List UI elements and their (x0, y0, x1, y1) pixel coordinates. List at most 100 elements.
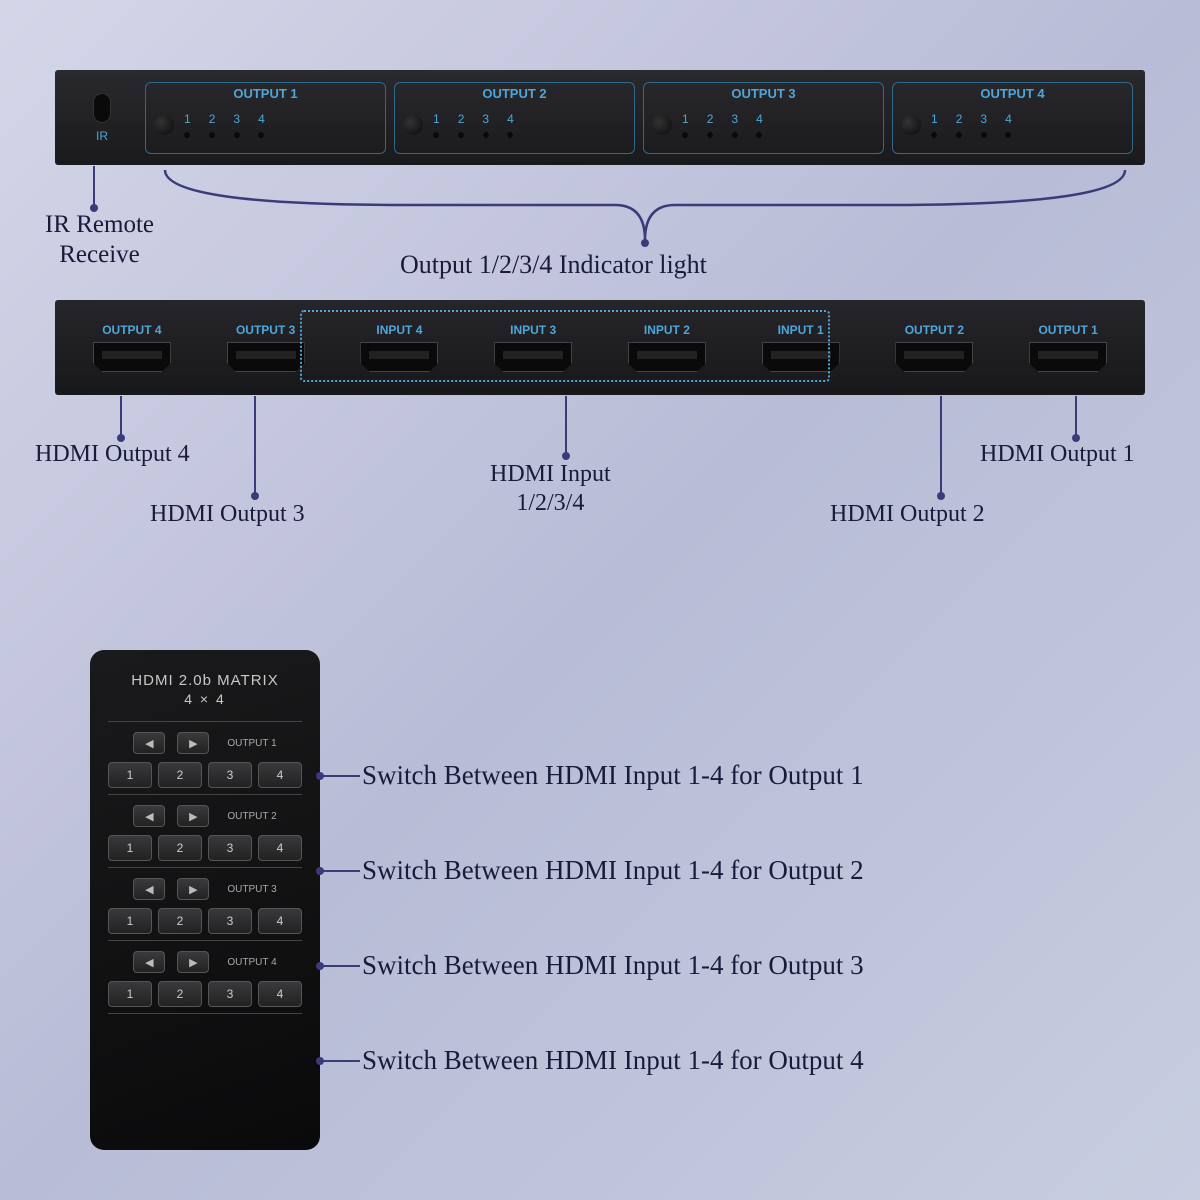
led-number: 2 (209, 112, 216, 126)
callout-line-icon (93, 166, 95, 208)
led-row: 1 2 3 4 (682, 112, 763, 138)
prev-button[interactable]: ◀ (133, 878, 165, 900)
prev-button[interactable]: ◀ (133, 805, 165, 827)
led-icon (209, 132, 215, 138)
divider-icon (108, 1013, 302, 1014)
callout-line-icon (254, 396, 256, 496)
input-3-button[interactable]: 3 (208, 981, 252, 1007)
output-group-4: OUTPUT 4 1 2 3 4 (892, 82, 1133, 154)
input-3-button[interactable]: 3 (208, 908, 252, 934)
next-button[interactable]: ▶ (177, 951, 209, 973)
callout-hdmi-output4: HDMI Output 4 (35, 440, 190, 469)
input-1-button[interactable]: 1 (108, 835, 152, 861)
callout-hdmi-input: HDMI Input 1/2/3/4 (490, 460, 611, 518)
callout-output-indicator: Output 1/2/3/4 Indicator light (400, 250, 707, 280)
led-icon (458, 132, 464, 138)
hdmi-port-input1: INPUT 1 (762, 323, 840, 372)
input-4-button[interactable]: 4 (258, 981, 302, 1007)
input-4-button[interactable]: 4 (258, 762, 302, 788)
led-number: 1 (184, 112, 191, 126)
hdmi-port-output1: OUTPUT 1 (1029, 323, 1107, 372)
callout-text: Switch Between HDMI Input 1-4 for Output… (362, 855, 864, 886)
remote-callout-4: Switch Between HDMI Input 1-4 for Output… (320, 1045, 864, 1076)
divider-icon (108, 721, 302, 722)
remote-callout-1: Switch Between HDMI Input 1-4 for Output… (320, 760, 864, 791)
hdmi-port-icon (360, 342, 438, 372)
led-number: 3 (980, 112, 987, 126)
hdmi-port-icon (494, 342, 572, 372)
prev-button[interactable]: ◀ (133, 732, 165, 754)
output-title: OUTPUT 3 (731, 86, 795, 101)
callout-hdmi-output3: HDMI Output 3 (150, 500, 305, 529)
front-panel: IR OUTPUT 1 1 2 3 4 OUTPUT 2 1 2 3 4 OUT… (55, 70, 1145, 165)
port-label: OUTPUT 4 (102, 323, 161, 337)
output-select-button[interactable] (901, 115, 921, 135)
hdmi-port-output4: OUTPUT 4 (93, 323, 171, 372)
remote-subtitle: 4 × 4 (108, 691, 302, 707)
led-icon (184, 132, 190, 138)
led-icon (682, 132, 688, 138)
input-1-button[interactable]: 1 (108, 981, 152, 1007)
prev-button[interactable]: ◀ (133, 951, 165, 973)
ir-sensor-icon (93, 93, 111, 123)
remote-control: HDMI 2.0b MATRIX 4 × 4 ◀ ▶ OUTPUT 1 1 2 … (90, 650, 320, 1150)
input-2-button[interactable]: 2 (158, 981, 202, 1007)
led-number: 2 (707, 112, 714, 126)
input-2-button[interactable]: 2 (158, 908, 202, 934)
hdmi-port-output2: OUTPUT 2 (895, 323, 973, 372)
input-3-button[interactable]: 3 (208, 835, 252, 861)
divider-icon (108, 940, 302, 941)
callout-line-icon (1075, 396, 1077, 438)
hdmi-port-icon (762, 342, 840, 372)
hdmi-port-icon (1029, 342, 1107, 372)
callout-text: 1/2/3/4 (516, 490, 584, 516)
callout-text: Switch Between HDMI Input 1-4 for Output… (362, 1045, 864, 1076)
brace-icon (145, 165, 1145, 255)
ir-label: IR (96, 129, 108, 143)
led-number: 4 (258, 112, 265, 126)
led-icon (931, 132, 937, 138)
callout-hdmi-output2: HDMI Output 2 (830, 500, 985, 529)
hdmi-port-icon (93, 342, 171, 372)
input-2-button[interactable]: 2 (158, 835, 202, 861)
input-3-button[interactable]: 3 (208, 762, 252, 788)
led-icon (234, 132, 240, 138)
port-label: OUTPUT 3 (236, 323, 295, 337)
led-number: 3 (233, 112, 240, 126)
next-button[interactable]: ▶ (177, 732, 209, 754)
ir-section: IR (63, 93, 141, 143)
callout-line-icon (120, 396, 122, 438)
output-select-button[interactable] (652, 115, 672, 135)
remote-output-label: OUTPUT 3 (227, 884, 276, 895)
output-group-2: OUTPUT 2 1 2 3 4 (394, 82, 635, 154)
callout-line-icon (565, 396, 567, 456)
callout-line-icon (320, 1060, 360, 1062)
output-select-button[interactable] (154, 115, 174, 135)
remote-group-2: ◀ ▶ OUTPUT 2 1 2 3 4 (108, 805, 302, 861)
callout-line-icon (320, 870, 360, 872)
next-button[interactable]: ▶ (177, 805, 209, 827)
remote-callout-2: Switch Between HDMI Input 1-4 for Output… (320, 855, 864, 886)
output-title: OUTPUT 1 (233, 86, 297, 101)
remote-output-label: OUTPUT 2 (227, 811, 276, 822)
output-title: OUTPUT 2 (482, 86, 546, 101)
output-select-button[interactable] (403, 115, 423, 135)
hdmi-port-icon (227, 342, 305, 372)
next-button[interactable]: ▶ (177, 878, 209, 900)
input-2-button[interactable]: 2 (158, 762, 202, 788)
port-label: OUTPUT 1 (1038, 323, 1097, 337)
input-1-button[interactable]: 1 (108, 908, 152, 934)
port-label: INPUT 2 (644, 323, 690, 337)
callout-text: Receive (59, 241, 140, 268)
led-icon (1005, 132, 1011, 138)
output-title: OUTPUT 4 (980, 86, 1044, 101)
led-icon (507, 132, 513, 138)
hdmi-port-input2: INPUT 2 (628, 323, 706, 372)
led-number: 1 (682, 112, 689, 126)
callout-line-icon (320, 965, 360, 967)
led-number: 3 (482, 112, 489, 126)
led-icon (956, 132, 962, 138)
input-4-button[interactable]: 4 (258, 908, 302, 934)
input-1-button[interactable]: 1 (108, 762, 152, 788)
input-4-button[interactable]: 4 (258, 835, 302, 861)
